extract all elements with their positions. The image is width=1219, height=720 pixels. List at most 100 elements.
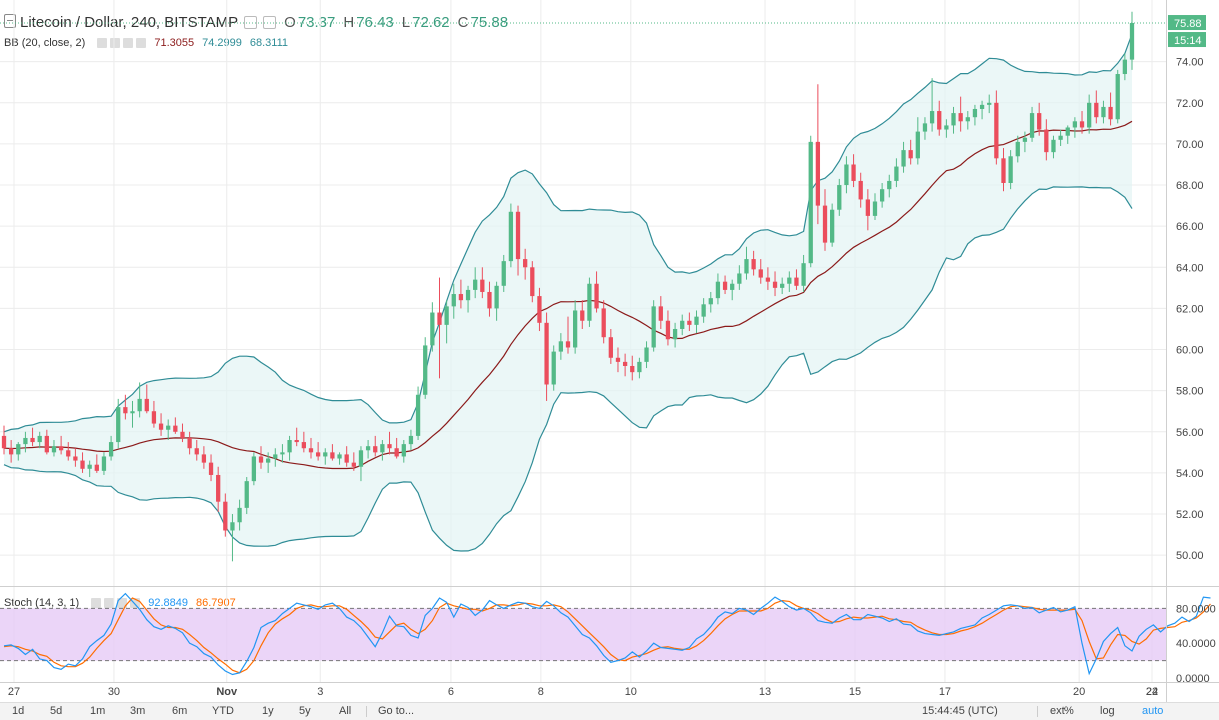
- range-5d[interactable]: 5d: [50, 705, 63, 717]
- visibility-icon[interactable]: [244, 15, 258, 29]
- range-6m[interactable]: 6m: [172, 705, 188, 717]
- ext-toggle[interactable]: ext: [1050, 705, 1065, 717]
- candle-body: [772, 281, 778, 288]
- stoch-settings-icon[interactable]: [104, 598, 115, 608]
- range-1d[interactable]: 1d: [12, 705, 25, 717]
- countdown-tag: [1168, 32, 1206, 48]
- candle-body: [894, 166, 899, 181]
- candle-body: [358, 450, 364, 467]
- candle-body: [401, 444, 406, 457]
- candle-body: [808, 141, 813, 264]
- candle-body: [1044, 129, 1049, 153]
- price-tick-label: 58.00: [1176, 386, 1204, 398]
- stoch-close-icon[interactable]: [130, 598, 141, 608]
- log-toggle[interactable]: log: [1100, 705, 1115, 717]
- candle-body: [258, 456, 264, 463]
- candle-body: [780, 283, 785, 288]
- candle-body: [658, 306, 663, 321]
- stoch-tick-label: 40.0000: [1176, 638, 1216, 650]
- candle-body: [744, 259, 749, 274]
- candle-body: [737, 273, 742, 284]
- candle-body: [1065, 127, 1070, 136]
- candle-body: [244, 481, 249, 508]
- candle-body: [101, 456, 107, 471]
- collapse-legend-icon[interactable]: [4, 14, 16, 28]
- candle-body: [387, 444, 392, 449]
- bb-visibility-icon[interactable]: [97, 38, 108, 48]
- candle-body: [44, 435, 49, 453]
- candle-body: [308, 448, 314, 453]
- price-tick-label: 74.00: [1176, 57, 1204, 69]
- candle-body: [1015, 141, 1020, 157]
- date-tick-label: 15: [849, 686, 861, 698]
- candle-body: [958, 113, 963, 122]
- bb-source-icon[interactable]: [123, 38, 134, 48]
- candle-body: [565, 341, 571, 348]
- candle-body: [787, 277, 792, 284]
- candle-body: [273, 454, 278, 459]
- range-1y[interactable]: 1y: [262, 705, 274, 717]
- candle-body: [879, 189, 885, 202]
- candle-body: [30, 437, 35, 443]
- candle-body: [8, 448, 14, 455]
- candle-body: [994, 102, 999, 159]
- goto-button[interactable]: Go to...: [378, 705, 415, 717]
- candle-body: [66, 450, 71, 457]
- price-tick-label: 62.00: [1176, 303, 1204, 315]
- candle-body: [580, 310, 585, 321]
- range-1m[interactable]: 1m: [90, 705, 106, 717]
- candle-body: [216, 474, 221, 502]
- date-tick-label: 17: [939, 686, 951, 698]
- auto-toggle[interactable]: auto: [1142, 705, 1164, 717]
- candle-body: [837, 185, 842, 210]
- range-ytd[interactable]: YTD: [212, 705, 234, 717]
- candle-body: [758, 269, 763, 278]
- candle-body: [137, 398, 142, 412]
- candle-body: [922, 123, 928, 132]
- stoch-k-line: [3, 592, 1211, 676]
- candle-body: [144, 398, 149, 412]
- candle-body: [858, 180, 863, 200]
- symbol-title[interactable]: Litecoin / Dollar, 240, BITSTAMP: [20, 13, 239, 31]
- bb-label[interactable]: BB (20, close, 2): [4, 37, 86, 49]
- candle-body: [1129, 23, 1135, 60]
- candle-body: [865, 199, 870, 216]
- candle-body: [908, 150, 913, 159]
- stoch-d-line: [3, 597, 1211, 674]
- candle-body: [501, 261, 506, 286]
- toolbar-separator: [1037, 706, 1038, 717]
- bb-basis-line: [3, 120, 1133, 470]
- candle-body: [572, 310, 578, 348]
- bb-settings-icon[interactable]: [110, 38, 121, 48]
- candle-body: [937, 111, 942, 130]
- settings-icon[interactable]: [263, 15, 277, 29]
- candle-body: [23, 437, 28, 445]
- percent-toggle[interactable]: %: [1064, 705, 1074, 717]
- candle-body: [851, 164, 856, 181]
- candle-body: [451, 294, 456, 307]
- range-3m[interactable]: 3m: [130, 705, 146, 717]
- candle-body: [694, 316, 699, 325]
- candle-body: [722, 281, 728, 290]
- stoch-label[interactable]: Stoch (14, 3, 1): [4, 597, 80, 609]
- candle-body: [872, 201, 878, 216]
- candle-body: [1029, 113, 1035, 138]
- range-5y[interactable]: 5y: [299, 705, 311, 717]
- bb-lower-value: 68.3111: [249, 37, 288, 49]
- stoch-visibility-icon[interactable]: [91, 598, 102, 608]
- candle-body: [1079, 121, 1085, 128]
- candle-body: [58, 446, 64, 451]
- stoch-source-icon[interactable]: [117, 598, 128, 608]
- candle-body: [615, 357, 621, 362]
- candle-body: [708, 298, 713, 305]
- candle-body: [80, 460, 85, 469]
- bb-upper-line: [3, 33, 1133, 433]
- candle-body: [622, 361, 628, 366]
- candle-body: [16, 444, 21, 455]
- range-all[interactable]: All: [339, 705, 352, 717]
- close-label: C: [457, 13, 469, 31]
- candle-body: [601, 308, 606, 338]
- bb-close-icon[interactable]: [136, 38, 147, 48]
- candle-body: [587, 283, 592, 321]
- chart-canvas[interactable]: 50.00 52.00 54.00 56.00 58.00 60.00 62.00 64.00…: [0, 0, 1219, 702]
